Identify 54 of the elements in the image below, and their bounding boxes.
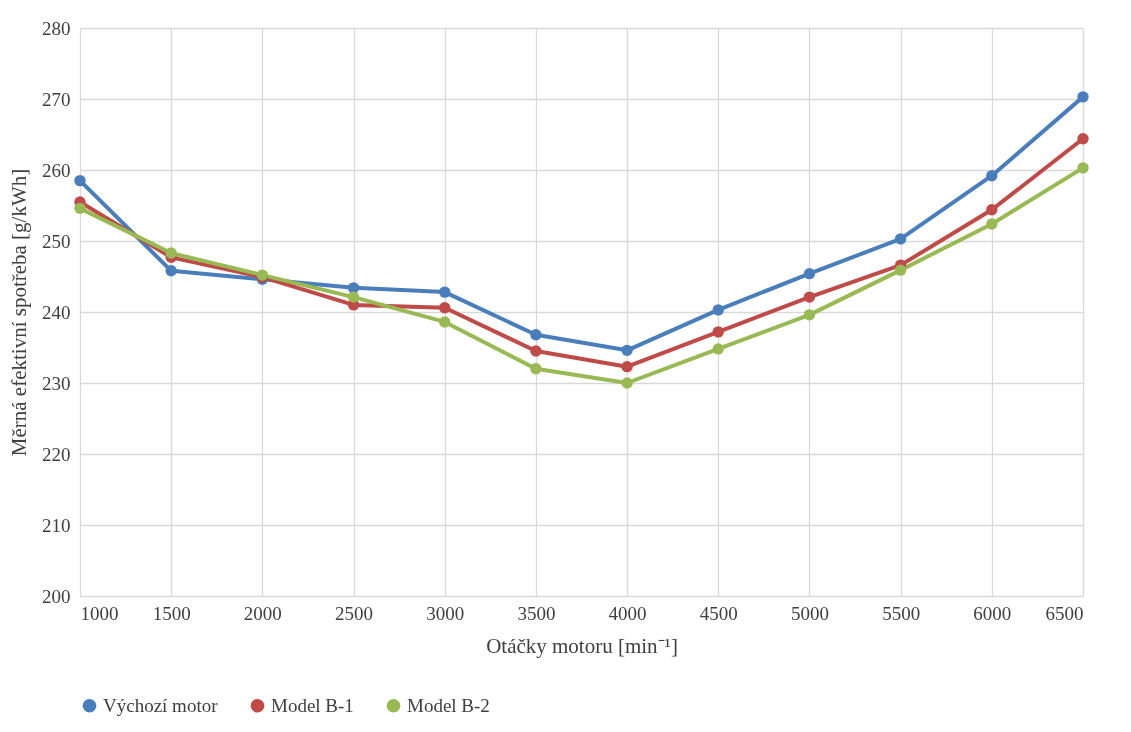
point [1077,91,1089,103]
y-tick-label: 270 [42,88,71,110]
y-tick-label: 200 [42,585,71,607]
x-tick-label: 3500 [517,602,556,624]
point [439,302,451,314]
point [530,329,542,341]
x-tick-label: 5500 [882,602,921,624]
y-tick-label: 210 [42,514,71,536]
x-tick-label: 1500 [152,602,191,624]
legend-label: Model B-2 [407,694,490,716]
y-tick-label: 220 [42,443,71,465]
x-tick-label: 4000 [608,602,647,624]
point [894,264,907,276]
legend-label: Výchozí motor [103,694,219,716]
point [530,345,542,357]
x-tick-label: 5000 [790,602,829,624]
x-tick-label: 3000 [426,602,465,624]
point [621,344,633,357]
point [347,291,360,303]
y-tick-label: 280 [42,17,71,39]
x-tick-label: 6000 [973,602,1012,624]
point [74,174,86,187]
point [165,247,177,259]
point [986,169,998,182]
y-tick-label: 250 [42,230,71,252]
y-tick-label: 240 [42,301,71,323]
point [894,233,907,245]
point [712,326,724,338]
y-axis-title: Měrná efektivní spotřeba [g/kWh] [7,168,31,457]
x-tick-label: 6500 [1045,602,1084,624]
x-tick-label: 4500 [699,602,738,624]
y-tick-label: 230 [42,372,71,394]
point [439,286,451,298]
x-axis-title: Otáčky motoru [min⁻¹] [486,633,678,658]
legend-label: Model B-1 [271,694,354,716]
x-tick-label: 1000 [80,602,119,624]
point [712,343,724,355]
point [530,363,542,375]
y-tick-label: 260 [42,159,71,181]
point [621,360,633,373]
point [712,304,724,316]
x-tick-label: 2500 [335,602,374,624]
point [803,309,816,321]
point [986,204,998,216]
point [1077,133,1089,145]
point [621,377,633,389]
point [1077,162,1089,174]
point [74,202,86,215]
point [986,218,998,230]
point [803,291,816,303]
point [165,265,177,277]
point [803,267,816,280]
x-tick-label: 2000 [243,602,282,624]
point [439,316,451,328]
